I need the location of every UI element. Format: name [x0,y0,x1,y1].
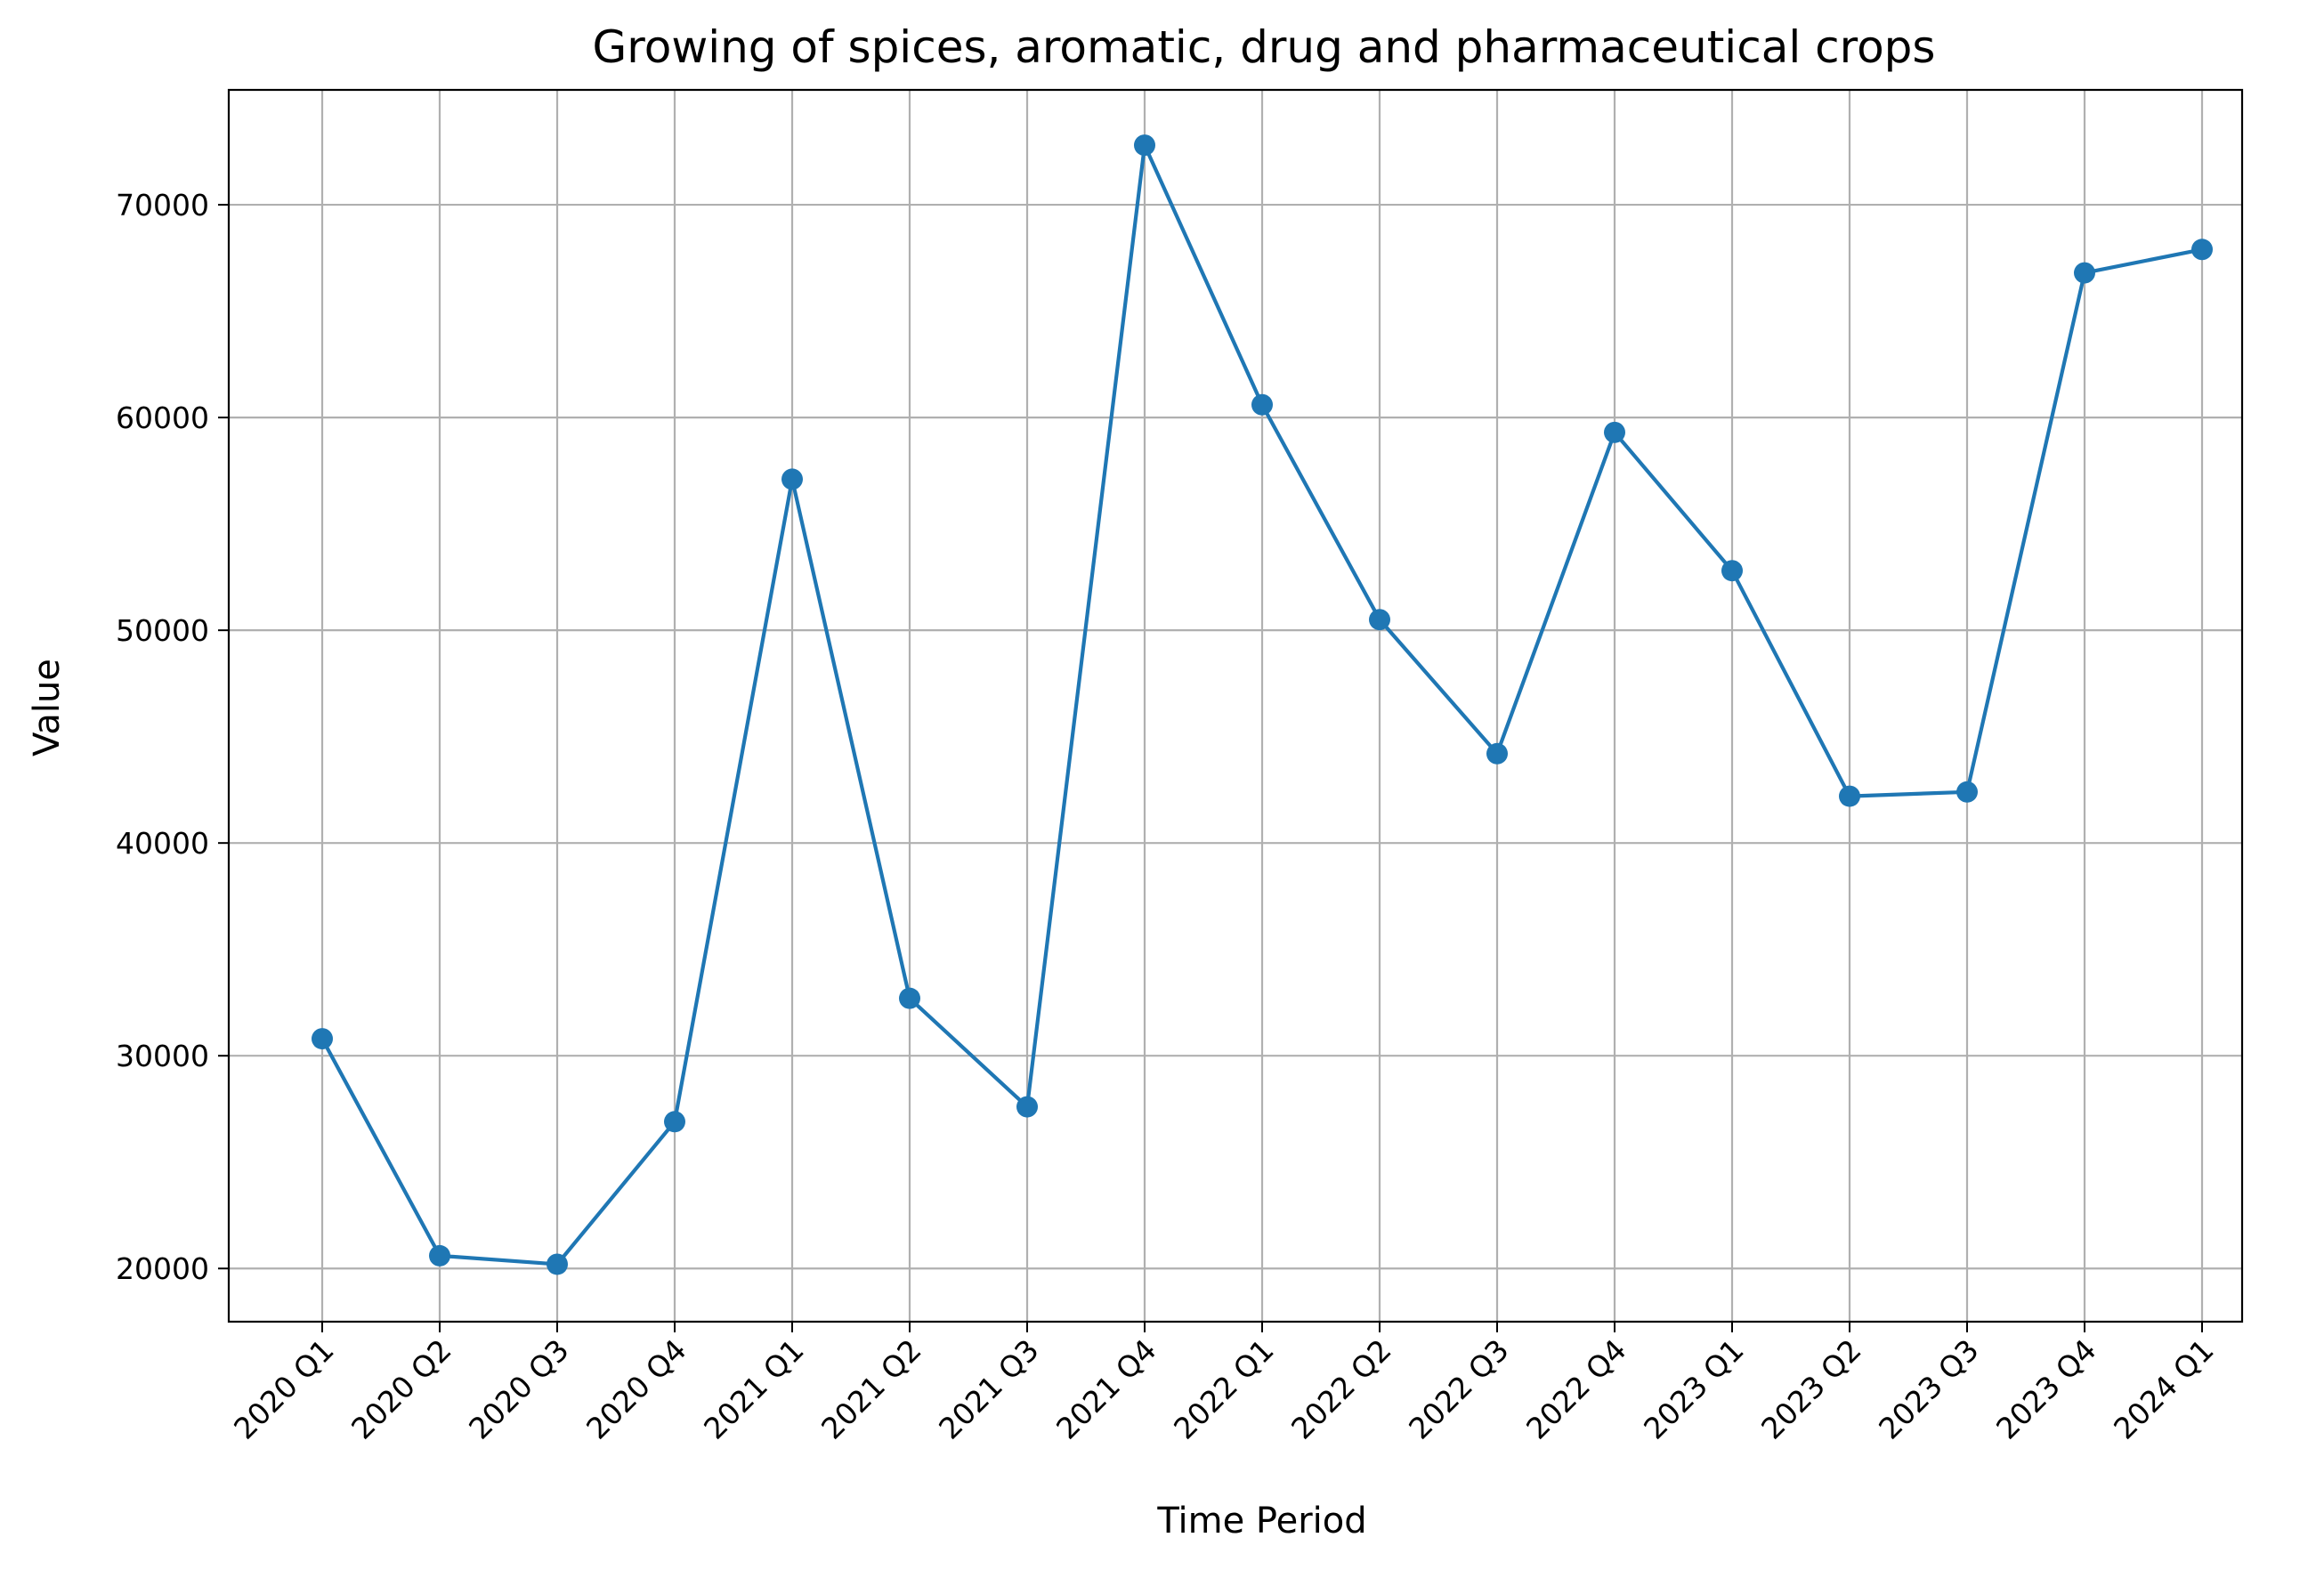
x-tick-label: 2021 Q4 [1049,1332,1163,1446]
data-point [664,1111,685,1133]
x-tick-label: 2021 Q2 [814,1332,928,1446]
x-tick-label: 2020 Q4 [579,1332,693,1446]
y-tick-label: 30000 [116,1039,209,1073]
x-tick-label: 2021 Q1 [697,1332,811,1446]
y-tick-label: 50000 [116,613,209,648]
chart-title: Growing of spices, aromatic, drug and ph… [593,21,1936,73]
y-tick-label: 70000 [116,188,209,223]
y-tick-label: 40000 [116,826,209,861]
data-point [547,1253,568,1275]
x-tick-label: 2022 Q2 [1284,1332,1398,1446]
data-point [1134,134,1155,157]
data-point [781,468,803,490]
x-tick-label: 2020 Q1 [227,1332,341,1446]
data-point [429,1244,450,1267]
series-layer [312,134,2213,1275]
plot-frame [227,88,2244,1323]
x-tick-label: 2020 Q2 [344,1332,458,1446]
data-point [1721,560,1743,582]
data-point [312,1028,333,1050]
y-axis-label: Value [27,659,68,757]
data-point [899,987,920,1009]
x-tick-label: 2023 Q1 [1637,1332,1751,1446]
x-tick-label: 2022 Q4 [1519,1332,1633,1446]
y-tick-label: 60000 [116,401,209,435]
data-point [1839,785,1860,807]
data-point [1369,609,1390,631]
y-tick-label: 20000 [116,1251,209,1286]
x-tick-label: 2024 Q1 [2107,1332,2221,1446]
x-axis-label: Time Period [1156,1501,1366,1542]
data-point [2191,239,2213,261]
x-tick-label: 2023 Q4 [1989,1332,2103,1446]
x-tick-label: 2023 Q2 [1754,1332,1868,1446]
data-point [1956,781,1978,803]
data-point [2074,262,2095,284]
data-point [1486,742,1508,765]
data-point [1016,1096,1038,1118]
x-tick-label: 2021 Q3 [932,1332,1046,1446]
data-point [1604,421,1625,443]
x-tick-label: 2023 Q3 [1872,1332,1986,1446]
x-tick-label: 2020 Q3 [462,1332,576,1446]
x-tick-label: 2022 Q3 [1402,1332,1516,1446]
data-point [1251,393,1273,416]
grid-layer [229,90,2242,1322]
x-tick-label: 2022 Q1 [1167,1332,1281,1446]
